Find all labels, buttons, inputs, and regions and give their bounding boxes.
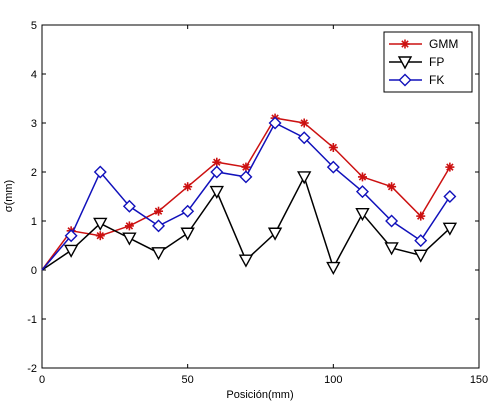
legend: GMM FP FK [383, 31, 473, 93]
legend-marker-fp [397, 56, 413, 70]
data-point-gmm-stroke [417, 212, 425, 220]
data-point-gmm [95, 231, 105, 241]
data-point-fk [64, 229, 78, 243]
data-point-fk [385, 214, 399, 228]
data-point-fp [326, 261, 341, 276]
data-point-fk [181, 204, 195, 218]
data-point-gmm-stroke [329, 143, 338, 152]
y-tick-label: 5 [31, 20, 37, 32]
y-tick-label: -2 [27, 363, 37, 375]
series-fp [41, 171, 458, 276]
data-point-gmm [445, 162, 455, 172]
data-point-fk [443, 190, 457, 203]
legend-label-fp: FP [429, 55, 444, 69]
y-tick-label: 0 [31, 265, 37, 277]
data-point-fk [268, 116, 282, 130]
data-point-gmm-stroke [358, 173, 367, 181]
data-point-gmm-stroke [213, 158, 221, 166]
data-point-fp [355, 207, 370, 222]
legend-marker-gmm [400, 39, 410, 49]
legend-item-fk: FK [389, 73, 444, 87]
y-tick-label: -1 [27, 314, 37, 326]
data-point-fp [413, 249, 428, 263]
data-point-gmm [154, 206, 164, 216]
data-point-fp [180, 227, 195, 241]
legend-item-fp: FP [389, 55, 444, 70]
data-point-gmm-stroke [125, 222, 134, 230]
data-point-gmm [183, 182, 193, 192]
y-axis-label: σ(mm) [3, 180, 15, 212]
data-point-gmm [357, 172, 367, 182]
data-point-fp [238, 254, 254, 268]
data-point-gmm [299, 118, 309, 128]
data-point-gmm [124, 221, 134, 231]
data-point-fk [93, 165, 107, 179]
data-point-fk [414, 234, 428, 248]
data-point-gmm-stroke [154, 207, 163, 215]
data-point-fp [209, 185, 224, 200]
x-axis-label: Posición(mm) [226, 389, 293, 401]
legend-label-gmm: GMM [429, 37, 458, 51]
data-point-gmm [212, 157, 222, 167]
data-point-gmm-stroke [96, 231, 104, 240]
data-point-fp [122, 232, 137, 246]
data-point-fp [442, 222, 458, 236]
legend-marker-fk [398, 73, 412, 87]
data-point-fp [63, 244, 79, 258]
data-point-gmm-stroke [300, 119, 308, 127]
legend-label-fk: FK [429, 73, 444, 87]
data-point-fp [267, 227, 283, 241]
legend-marker-gmm-stroke [401, 40, 409, 48]
x-tick-label: 0 [39, 374, 45, 386]
data-point-fk [122, 199, 136, 213]
data-point-fk [326, 160, 340, 174]
series-fk [41, 116, 457, 271]
series-layer [41, 113, 458, 276]
x-tick-label: 150 [470, 374, 488, 386]
data-point-fk [355, 185, 369, 199]
x-tick-label: 100 [324, 374, 342, 386]
y-tick-label: 3 [31, 118, 37, 130]
data-point-gmm [416, 211, 426, 221]
data-point-gmm-stroke [183, 182, 192, 191]
data-point-fp [93, 217, 108, 231]
y-tick-label: 2 [31, 167, 37, 179]
data-point-fk [152, 219, 166, 233]
data-point-fp [384, 242, 399, 256]
data-point-fk [210, 165, 224, 179]
data-point-fk [239, 170, 253, 184]
data-point-gmm [328, 143, 338, 152]
x-tick-label: 50 [182, 374, 194, 386]
data-point-gmm-stroke [387, 182, 396, 191]
data-point-fp [151, 247, 166, 261]
data-point-fk [297, 131, 311, 145]
y-tick-label: 4 [31, 69, 37, 81]
axis-ticks: 0 50 100 150 -2 -1 0 1 2 3 4 5 [27, 20, 488, 386]
data-point-gmm-stroke [446, 163, 454, 171]
data-point-gmm [241, 162, 251, 172]
y-tick-label: 1 [31, 216, 37, 228]
legend-item-gmm: GMM [389, 37, 458, 51]
data-point-gmm-stroke [242, 163, 250, 171]
data-point-gmm [387, 182, 397, 192]
data-point-fp [297, 171, 312, 185]
